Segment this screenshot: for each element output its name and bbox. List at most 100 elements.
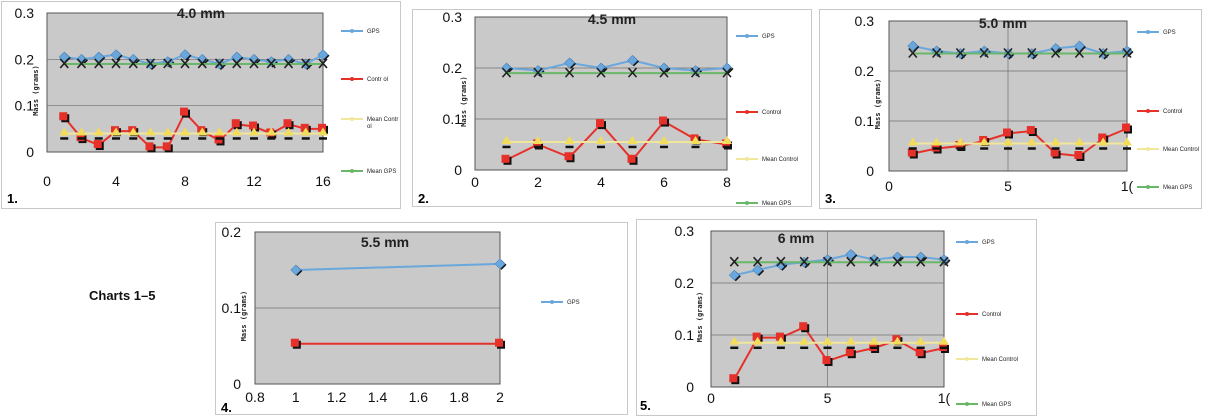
data-point (799, 256, 809, 267)
panel-number: 3. (825, 191, 836, 206)
chart-title: 4.5 mm (588, 11, 636, 27)
legend-marker (350, 169, 354, 173)
data-point (776, 256, 786, 267)
data-point (249, 121, 259, 132)
marker (564, 67, 575, 78)
data-point (822, 356, 833, 366)
data-point (501, 154, 512, 165)
marker (907, 40, 919, 52)
marker (752, 336, 763, 345)
data-point (908, 47, 918, 59)
data-point (722, 67, 732, 78)
plot-area (474, 16, 728, 171)
marker (1073, 40, 1085, 52)
marker (869, 256, 879, 267)
marker (979, 47, 989, 59)
data-point (846, 256, 856, 267)
x-tick-label: 1.6 (409, 389, 429, 405)
chart-3: 0 0.1 0.2 0.3 0 5 1(Mass (grams) 5.0 mm 3. GPS Con… (819, 9, 1202, 209)
marker (564, 57, 575, 69)
marker (76, 58, 87, 69)
data-point (495, 338, 505, 349)
marker (1003, 47, 1013, 59)
marker (907, 137, 918, 146)
data-point (939, 256, 949, 267)
marker (931, 137, 942, 146)
legend-label: Mean Control (982, 357, 1018, 363)
data-point (501, 135, 512, 149)
x-tick-label: 0 (43, 173, 51, 189)
legend-marker (350, 29, 354, 33)
legend-marker (965, 312, 969, 316)
data-point (179, 49, 192, 61)
data-point (1051, 47, 1061, 59)
marker (1026, 126, 1035, 134)
x-tick-label: 12 (246, 173, 262, 189)
legend-label: Mean GPS (762, 201, 791, 207)
legend-label: Mean Control (1163, 147, 1199, 153)
legend-marker (965, 357, 969, 361)
marker (690, 135, 701, 144)
data-point (869, 256, 879, 267)
data-point (627, 135, 638, 149)
marker (163, 58, 173, 69)
legend-marker (745, 157, 749, 161)
marker (94, 58, 104, 69)
data-point (180, 127, 190, 140)
marker (533, 67, 543, 78)
legend-label: GPS (367, 29, 380, 35)
data-point (76, 127, 87, 140)
data-point (939, 336, 949, 350)
marker (300, 123, 309, 132)
data-point (729, 256, 739, 267)
legend-marker (350, 117, 354, 121)
data-point (214, 127, 225, 140)
data-point (822, 336, 833, 350)
data-point (799, 322, 810, 333)
x-tick-label: 1.2 (327, 389, 347, 405)
data-point (799, 336, 810, 350)
data-point (627, 154, 638, 165)
data-point (501, 67, 512, 78)
marker (162, 127, 173, 136)
marker (915, 348, 924, 357)
x-tick-label: 0 (885, 178, 893, 194)
x-tick-label: 16 (315, 173, 331, 189)
data-point (1050, 148, 1061, 159)
y-tick-label: 0.1 (855, 113, 875, 129)
legend-marker (965, 240, 969, 244)
marker (59, 127, 70, 136)
data-point (564, 57, 576, 69)
data-point (1098, 47, 1108, 59)
data-point (1003, 137, 1013, 150)
data-point (596, 119, 606, 130)
marker (128, 58, 138, 69)
marker (722, 135, 732, 144)
data-point (232, 58, 242, 69)
data-point (627, 54, 639, 67)
marker (799, 322, 808, 331)
data-point (915, 348, 926, 359)
marker (533, 135, 543, 144)
x-tick-label: 1 (292, 389, 300, 405)
legend-marker (1146, 147, 1150, 151)
marker (1026, 137, 1037, 146)
series-line-gps (506, 59, 728, 72)
x-tick-label: 2 (496, 389, 504, 405)
data-point (564, 152, 575, 163)
marker (111, 58, 121, 69)
data-point (659, 135, 669, 149)
data-point (283, 119, 294, 130)
data-point (249, 127, 259, 140)
marker (290, 264, 302, 276)
y-tick-label: 0.1 (443, 111, 463, 127)
legend-label: Control (1163, 109, 1182, 115)
marker (1098, 47, 1108, 59)
marker (846, 256, 856, 267)
data-point (722, 135, 732, 149)
data-point (283, 127, 294, 140)
series-line-control (63, 110, 323, 149)
marker (729, 256, 739, 267)
chart-title: 5.5 mm (361, 234, 409, 250)
legend-marker (745, 201, 749, 205)
